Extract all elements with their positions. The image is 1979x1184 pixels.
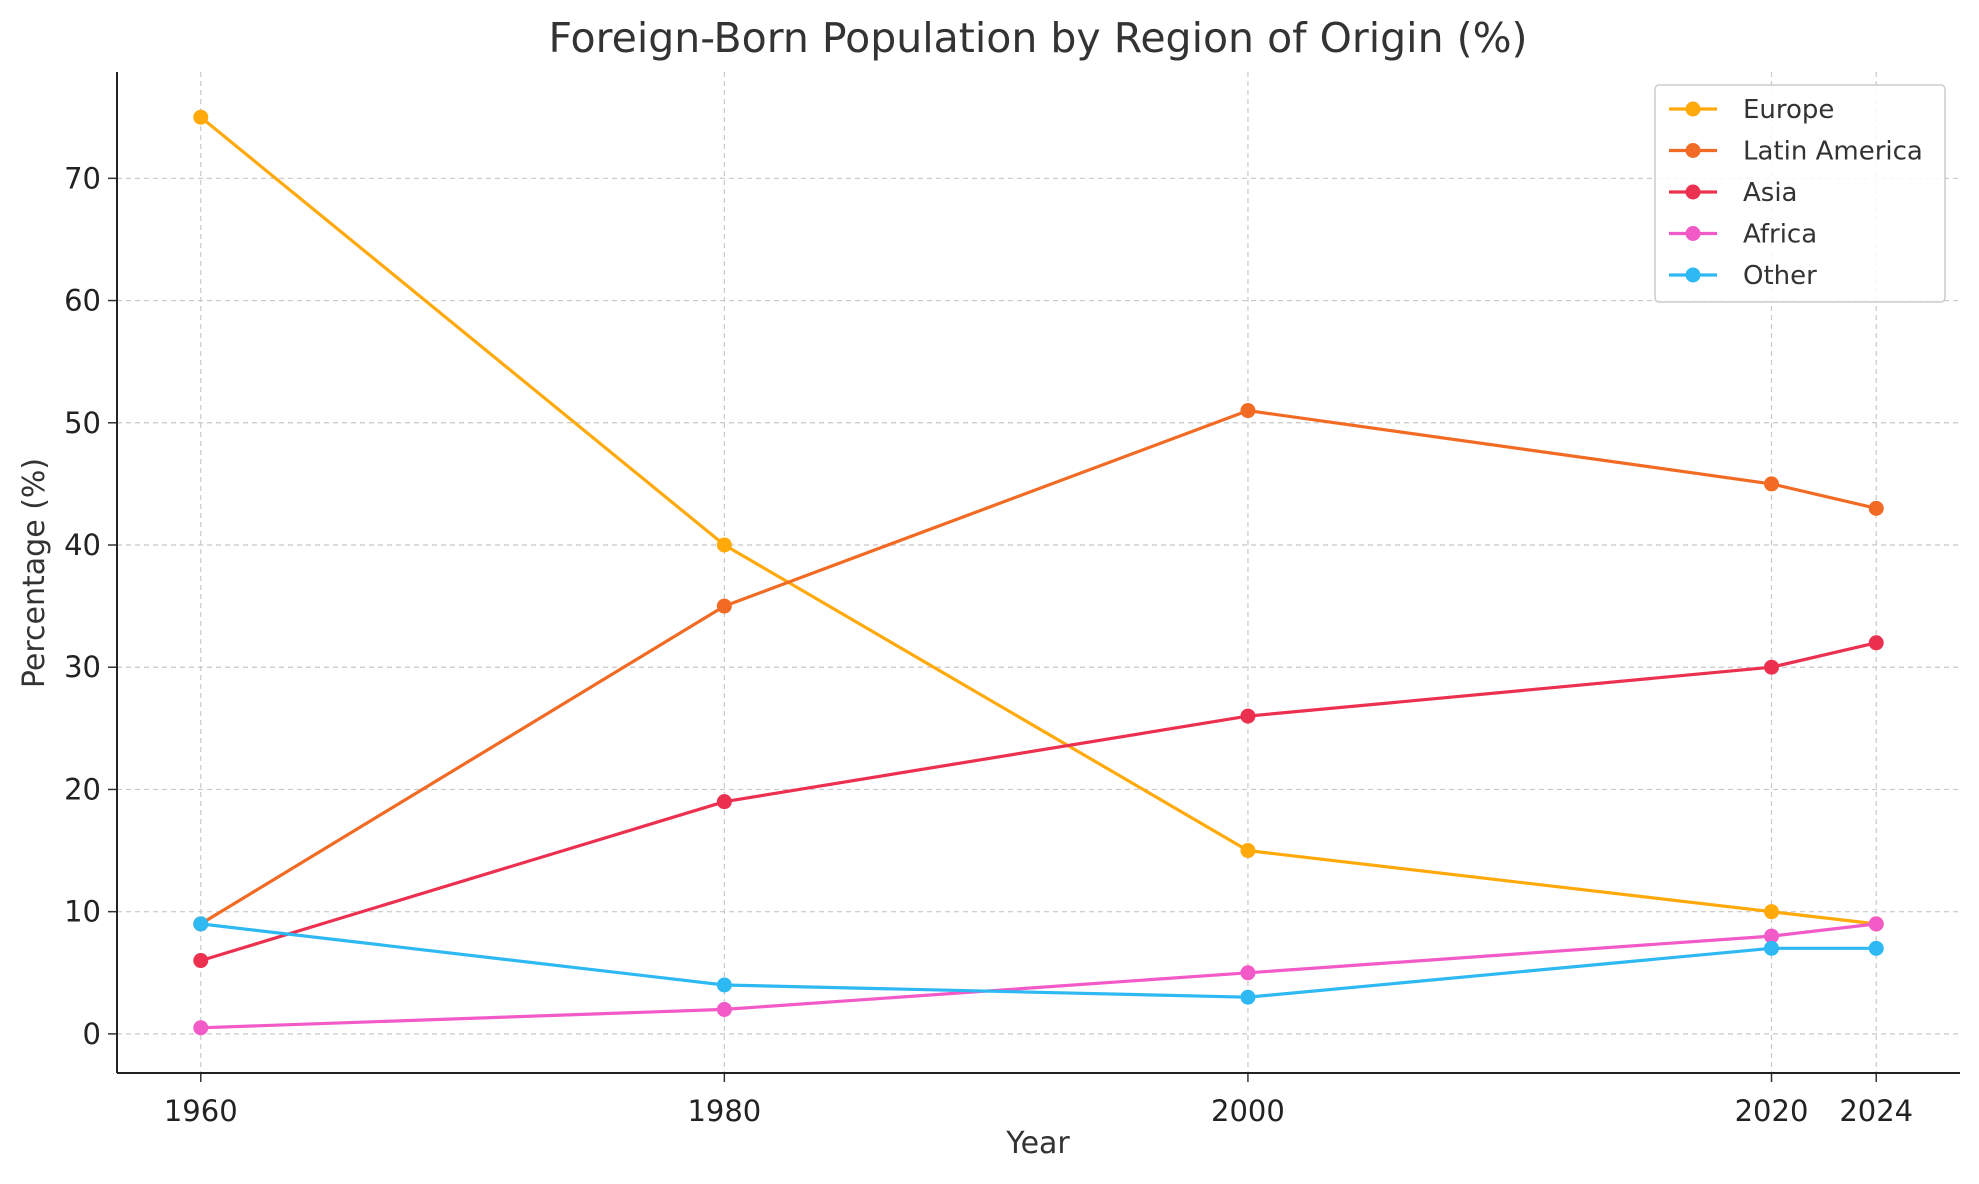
legend-label: Europe <box>1743 95 1834 125</box>
data-point <box>193 109 209 125</box>
legend-item: Asia <box>1669 178 1798 208</box>
data-point <box>1868 635 1884 651</box>
data-point <box>716 794 732 810</box>
series-other <box>193 916 1884 1005</box>
series-europe <box>193 109 1884 932</box>
y-tick-label: 50 <box>64 406 101 440</box>
y-tick-label: 40 <box>64 528 101 562</box>
data-point <box>716 598 732 614</box>
x-axis-label: Year <box>1005 1126 1070 1161</box>
series-line <box>200 641 1877 963</box>
data-point <box>1764 928 1780 944</box>
data-point <box>1868 940 1884 956</box>
legend-swatch-marker <box>1685 184 1701 200</box>
data-point <box>716 537 732 553</box>
legend-swatch-marker <box>1685 101 1701 117</box>
series-line <box>199 115 1877 926</box>
data-point <box>1240 965 1256 981</box>
chart-title: Foreign-Born Population by Region of Ori… <box>548 14 1527 62</box>
data-point <box>1764 904 1780 920</box>
data-point <box>193 916 209 932</box>
legend-label: Asia <box>1743 178 1798 208</box>
data-point <box>1764 659 1780 675</box>
data-point <box>1240 403 1256 419</box>
series-lines <box>193 109 1884 1036</box>
legend-label: Latin America <box>1743 137 1923 167</box>
legend: Europe Latin America Asia Africa Other <box>1654 84 1946 303</box>
data-point <box>1764 940 1780 956</box>
legend-label: Africa <box>1743 220 1817 250</box>
legend-swatch-marker <box>1685 267 1701 283</box>
legend-swatch-marker <box>1685 226 1701 241</box>
data-point <box>1868 500 1884 516</box>
y-tick-label: 0 <box>83 1017 101 1051</box>
x-tick-label: 2024 <box>1839 1094 1913 1128</box>
legend-item: Latin America <box>1669 137 1923 167</box>
y-tick-label: 20 <box>64 772 101 806</box>
data-point <box>1240 843 1256 859</box>
series-asia <box>193 635 1884 969</box>
x-tick-label: 1960 <box>164 1094 238 1128</box>
y-tick-label: 70 <box>64 161 101 195</box>
legend-item: Africa <box>1669 220 1817 250</box>
data-point <box>716 977 732 993</box>
tick-labels: 1960 1980 2000 2020 2024 0 10 20 30 40 50 60 70 <box>64 161 1913 1128</box>
legend-box <box>1654 84 1946 303</box>
series-africa <box>193 916 1884 1036</box>
axes <box>108 72 1960 1082</box>
legend-item: Other <box>1669 261 1817 291</box>
y-tick-label: 60 <box>64 284 101 318</box>
data-point <box>1240 708 1256 724</box>
data-point <box>193 1020 209 1036</box>
x-tick-label: 2020 <box>1735 1094 1809 1128</box>
data-point <box>1868 916 1884 932</box>
y-tick-label: 30 <box>64 650 101 684</box>
data-point <box>193 953 209 969</box>
series-line <box>200 922 1877 1030</box>
data-point <box>1240 989 1256 1005</box>
data-point <box>1764 476 1780 492</box>
y-axis-label: Percentage (%) <box>17 458 52 688</box>
legend-swatch-marker <box>1685 143 1701 158</box>
legend-label: Other <box>1743 261 1817 291</box>
x-tick-label: 1980 <box>687 1094 761 1128</box>
y-tick-label: 10 <box>64 895 101 929</box>
x-tick-label: 2000 <box>1211 1094 1285 1128</box>
data-point <box>716 1001 732 1017</box>
legend-item: Europe <box>1669 95 1834 125</box>
